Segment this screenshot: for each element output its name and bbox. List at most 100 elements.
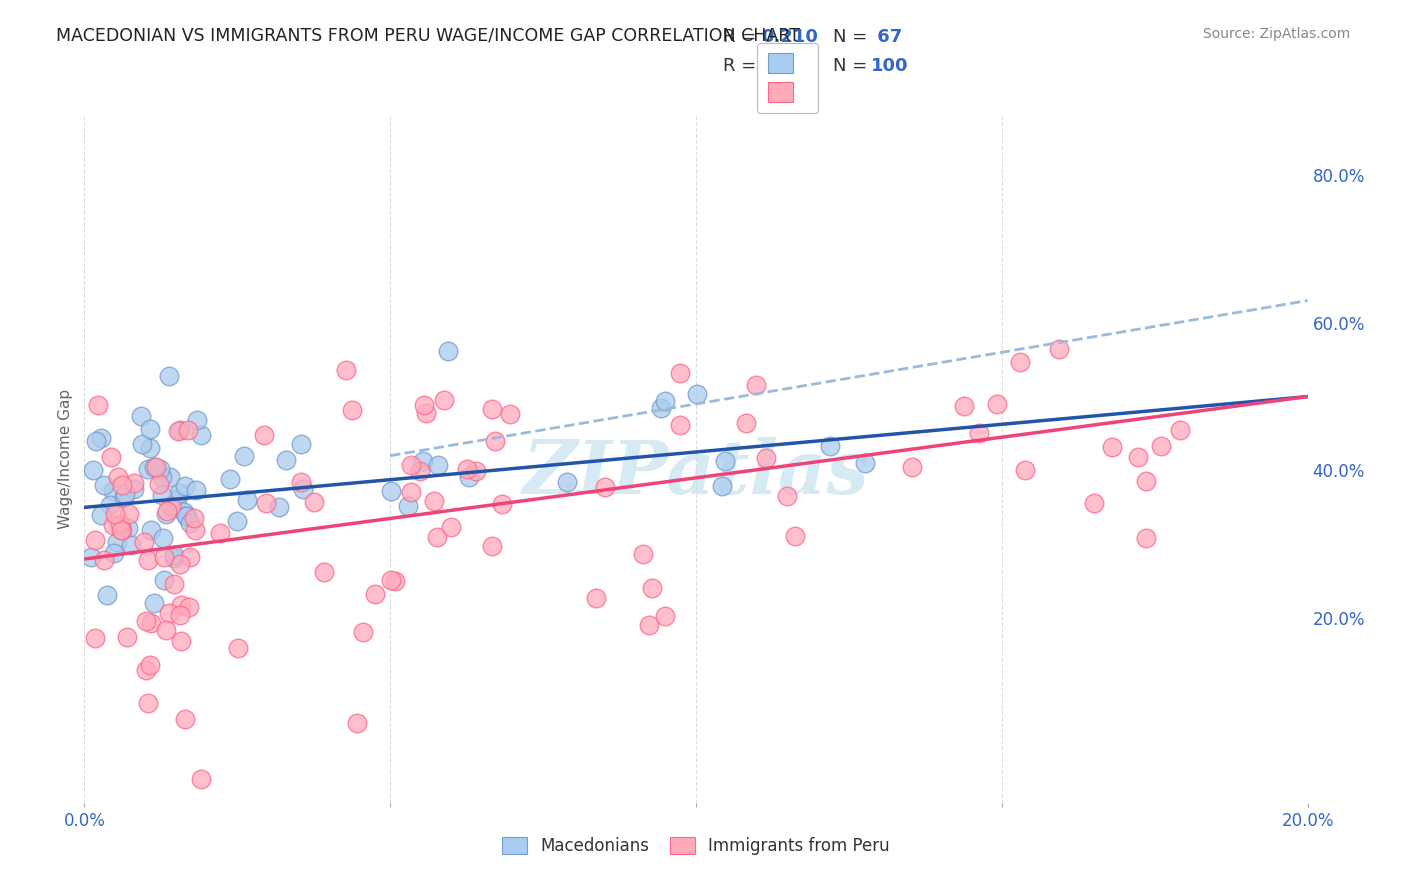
- Point: [340, 402, 363, 417]
- Point: [83, 631, 105, 645]
- Point: [439, 519, 461, 533]
- Point: [162, 548, 184, 562]
- Point: [399, 458, 422, 472]
- Point: [132, 534, 155, 549]
- Text: R =: R =: [723, 28, 762, 46]
- Point: [179, 600, 201, 615]
- Point: [174, 712, 197, 726]
- Point: [396, 499, 419, 513]
- Point: [415, 406, 437, 420]
- Point: [1168, 423, 1191, 437]
- Point: [783, 529, 806, 543]
- Point: [631, 547, 654, 561]
- Point: [776, 489, 799, 503]
- Point: [481, 539, 503, 553]
- Point: [139, 442, 162, 456]
- Point: [352, 624, 374, 639]
- Point: [433, 393, 456, 408]
- Point: [499, 407, 522, 421]
- Point: [155, 507, 177, 521]
- Point: [129, 409, 152, 423]
- Point: [157, 369, 180, 384]
- Point: [122, 482, 145, 496]
- Point: [637, 617, 659, 632]
- Point: [399, 485, 422, 500]
- Text: 0.210: 0.210: [761, 28, 818, 46]
- Point: [96, 589, 118, 603]
- Point: [120, 538, 142, 552]
- Point: [169, 633, 191, 648]
- Point: [156, 504, 179, 518]
- Point: [290, 475, 312, 490]
- Point: [226, 641, 249, 656]
- Point: [124, 476, 146, 491]
- Point: [253, 428, 276, 442]
- Point: [138, 696, 160, 710]
- Point: [745, 378, 768, 392]
- Point: [267, 500, 290, 515]
- Point: [654, 609, 676, 624]
- Point: [108, 517, 131, 532]
- Point: [465, 464, 488, 478]
- Point: [1101, 440, 1123, 454]
- Point: [167, 486, 190, 500]
- Point: [150, 470, 173, 484]
- Point: [593, 480, 616, 494]
- Point: [145, 459, 167, 474]
- Point: [413, 398, 436, 412]
- Text: ZIPatlas: ZIPatlas: [523, 437, 869, 509]
- Point: [640, 582, 662, 596]
- Point: [136, 553, 159, 567]
- Point: [163, 551, 186, 566]
- Point: [111, 478, 134, 492]
- Point: [114, 486, 136, 500]
- Legend: Macedonians, Immigrants from Peru: Macedonians, Immigrants from Peru: [494, 829, 898, 863]
- Point: [139, 615, 162, 630]
- Point: [179, 550, 201, 565]
- Point: [423, 494, 446, 508]
- Text: 100: 100: [870, 57, 908, 75]
- Point: [104, 507, 127, 521]
- Point: [139, 657, 162, 672]
- Point: [184, 483, 207, 498]
- Point: [186, 413, 208, 427]
- Point: [967, 425, 990, 440]
- Point: [820, 439, 842, 453]
- Point: [714, 454, 737, 468]
- Text: 0.325: 0.325: [761, 57, 818, 75]
- Point: [107, 470, 129, 484]
- Point: [143, 459, 166, 474]
- Text: MACEDONIAN VS IMMIGRANTS FROM PERU WAGE/INCOME GAP CORRELATION CHART: MACEDONIAN VS IMMIGRANTS FROM PERU WAGE/…: [56, 27, 800, 45]
- Point: [142, 596, 165, 610]
- Point: [169, 423, 191, 437]
- Point: [254, 495, 277, 509]
- Point: [174, 509, 197, 524]
- Point: [585, 591, 607, 605]
- Point: [139, 523, 162, 537]
- Point: [117, 521, 139, 535]
- Point: [100, 450, 122, 464]
- Point: [1083, 496, 1105, 510]
- Point: [226, 514, 249, 528]
- Point: [276, 453, 298, 467]
- Point: [1047, 342, 1070, 356]
- Point: [384, 574, 406, 588]
- Point: [90, 431, 112, 445]
- Text: N =: N =: [832, 57, 873, 75]
- Point: [290, 437, 312, 451]
- Point: [163, 576, 186, 591]
- Point: [232, 450, 254, 464]
- Point: [153, 549, 176, 564]
- Point: [484, 434, 506, 449]
- Point: [93, 553, 115, 567]
- Point: [135, 663, 157, 677]
- Point: [412, 453, 434, 467]
- Point: [654, 393, 676, 408]
- Point: [118, 508, 141, 522]
- Point: [150, 488, 173, 502]
- Point: [111, 523, 134, 537]
- Point: [184, 523, 207, 537]
- Point: [173, 505, 195, 519]
- Point: [1014, 463, 1036, 477]
- Point: [135, 614, 157, 628]
